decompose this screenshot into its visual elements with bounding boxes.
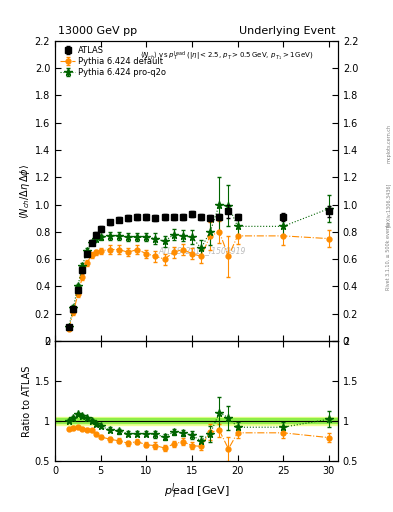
Y-axis label: Ratio to ATLAS: Ratio to ATLAS [22, 365, 32, 437]
Bar [55, 418, 338, 423]
Text: mcplots.cern.ch: mcplots.cern.ch [386, 124, 391, 163]
X-axis label: $p_T^l\!\!$ead [GeV]: $p_T^l\!\!$ead [GeV] [163, 481, 230, 501]
Text: ATLAS_2017_I1509919: ATLAS_2017_I1509919 [158, 246, 246, 255]
Legend: ATLAS, Pythia 6.424 default, Pythia 6.424 pro-q2o: ATLAS, Pythia 6.424 default, Pythia 6.42… [57, 42, 170, 80]
Text: [arXiv:1306.3436]: [arXiv:1306.3436] [386, 183, 391, 227]
Y-axis label: $\langle N_{ch} / \Delta\eta\,\Delta\phi \rangle$: $\langle N_{ch} / \Delta\eta\,\Delta\phi… [18, 163, 32, 219]
Text: 13000 GeV pp: 13000 GeV pp [58, 27, 137, 36]
Bar [55, 417, 338, 425]
Text: Rivet 3.1.10, ≥ 500k events: Rivet 3.1.10, ≥ 500k events [386, 222, 391, 290]
Text: $\langle N_{ch}\rangle$ vs $p_T^{\rm lead}$ ($|\eta|<2.5,\,p_T>0.5\,{\rm GeV},\,: $\langle N_{ch}\rangle$ vs $p_T^{\rm lea… [140, 50, 314, 63]
Text: Underlying Event: Underlying Event [239, 27, 335, 36]
